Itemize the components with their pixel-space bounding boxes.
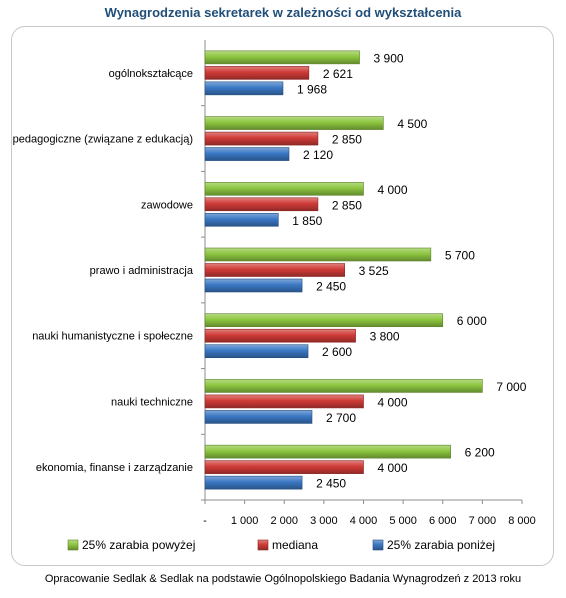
data-label-median: 3 525 [359,264,389,278]
bar-top25 [204,50,360,65]
legend-swatch-median [257,539,269,551]
data-label-top25: 3 900 [374,51,404,65]
x-tick-label: 6 000 [429,515,457,527]
bar-median [204,460,364,474]
bar-top25 [204,247,432,262]
category-label: ekonomia, finanse i zarządzanie [36,462,193,474]
data-label-bottom25: 2 700 [326,411,356,425]
data-label-top25: 5 700 [445,249,475,263]
data-label-median: 2 850 [332,198,362,212]
data-label-median: 4 000 [378,395,408,409]
legend-swatch-top25 [67,539,79,551]
data-label-bottom25: 2 450 [316,477,346,491]
data-label-bottom25: 2 600 [322,345,352,359]
data-label-bottom25: 2 450 [316,280,346,294]
bar-bottom25 [204,278,303,293]
bar-median [204,394,364,409]
bar-top25 [204,181,364,196]
bar-median [204,263,345,277]
category-label: nauki humanistyczne i społeczne [32,331,193,343]
data-label-bottom25: 1 850 [292,214,322,228]
data-label-bottom25: 2 120 [303,148,333,162]
bar-bottom25 [204,81,284,96]
data-label-median: 2 621 [323,67,353,81]
legend-label-top25: 25% zarabia powyżej [82,538,195,552]
chart-title: Wynagrodzenia sekretarek w zależności od… [104,5,462,20]
data-label-top25: 6 000 [457,314,487,328]
bar-bottom25 [204,344,309,359]
data-label-median: 2 850 [332,133,362,147]
legend-label-median: mediana [272,538,318,552]
bar-top25 [204,379,483,393]
x-tick-label: 5 000 [389,515,417,527]
data-label-bottom25: 1 968 [297,82,327,96]
x-tick-label: 1 000 [231,515,259,527]
category-label: ogólnokształcące [109,68,193,80]
bar-bottom25 [204,410,313,424]
bar-top25 [204,444,451,459]
bar-bottom25 [204,147,290,161]
category-label: nauki techniczne [111,396,193,408]
x-tick-label: - [203,515,207,527]
data-label-top25: 6 200 [465,446,495,460]
data-label-top25: 7 000 [496,380,526,394]
x-tick-label: 4 000 [350,515,378,527]
data-label-median: 4 000 [378,461,408,475]
bar-median [204,131,319,146]
x-tick-label: 3 000 [310,515,338,527]
source-footer: Opracowanie Sedlak & Sedlak na podstawie… [44,573,522,585]
data-label-top25: 4 500 [397,117,427,131]
category-label: pedagogiczne (związane z edukacją) [13,134,193,146]
data-label-top25: 4 000 [378,183,408,197]
bar-median [204,328,356,343]
bar-median [204,66,310,80]
bar-top25 [204,116,384,130]
category-label: zawodowe [141,199,193,211]
legend-swatch-bottom25 [372,539,384,551]
x-tick-label: 2 000 [270,515,298,527]
bar-median [204,197,319,212]
data-label-median: 3 800 [370,330,400,344]
x-tick-label: 7 000 [469,515,497,527]
bar-bottom25 [204,475,303,490]
legend-label-bottom25: 25% zarabia poniżej [387,538,495,552]
bar-bottom25 [204,212,279,227]
x-tick-label: 8 000 [508,515,536,527]
bar-top25 [204,313,444,328]
category-label: prawo i administracja [90,265,194,277]
